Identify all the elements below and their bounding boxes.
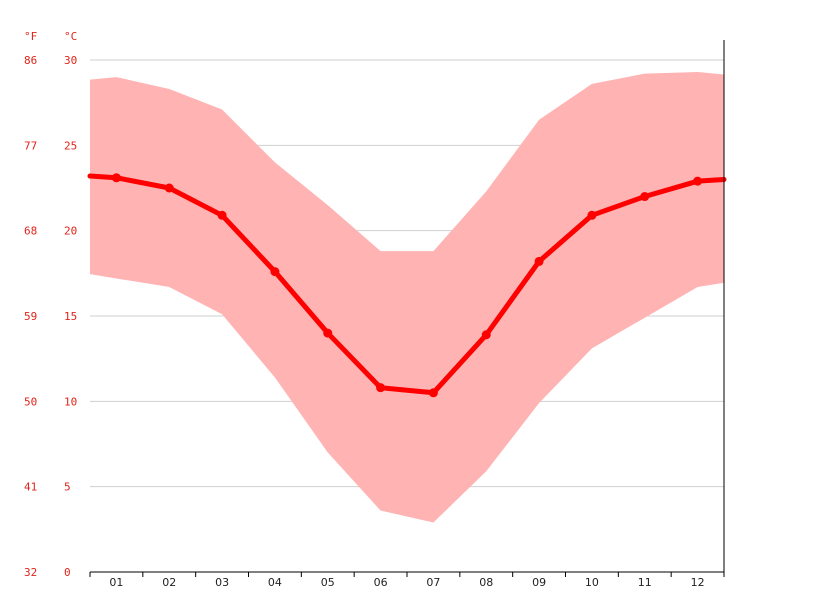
x-tick-label: 07 [426, 576, 440, 589]
x-tick-label: 04 [268, 576, 282, 589]
mean-point [376, 383, 386, 393]
mean-point [587, 210, 597, 220]
temperature-range-band [90, 71, 724, 523]
y-tick-label-celsius: 0 [64, 566, 71, 579]
mean-point [164, 183, 174, 193]
x-tick-label: 11 [638, 576, 652, 589]
x-axis-labels: 01 02 03 04 05 06 07 08 09 10 11 12 [109, 576, 704, 589]
mean-point [481, 330, 491, 340]
mean-point [693, 176, 703, 186]
mean-temperature-line [87, 173, 727, 396]
mean-point [323, 328, 333, 338]
x-tick-label: 12 [691, 576, 705, 589]
unit-fahrenheit-label: °F [24, 30, 37, 43]
y-tick-label-celsius: 30 [64, 54, 77, 67]
y-tick-label-fahrenheit: 68 [24, 225, 37, 238]
mean-point [428, 388, 438, 398]
x-tick-label: 03 [215, 576, 229, 589]
x-axis-ticks [89, 572, 725, 577]
x-tick-label: 05 [321, 576, 335, 589]
x-tick-label: 06 [374, 576, 388, 589]
x-tick-label: 01 [109, 576, 123, 589]
mean-points [111, 173, 703, 398]
mean-point [111, 173, 121, 183]
y-tick-label-celsius: 5 [64, 481, 71, 494]
y-tick-label-fahrenheit: 50 [24, 395, 37, 408]
mean-point [270, 267, 280, 277]
y-tick-label-fahrenheit: 59 [24, 310, 37, 323]
y-axis-labels: 32 0 41 5 50 10 59 15 68 20 77 25 86 30 [24, 54, 77, 579]
y-tick-label-celsius: 15 [64, 310, 77, 323]
y-tick-label-fahrenheit: 32 [24, 566, 37, 579]
x-tick-label: 08 [479, 576, 493, 589]
y-tick-label-celsius: 25 [64, 139, 77, 152]
x-tick-label: 09 [532, 576, 546, 589]
y-tick-label-celsius: 20 [64, 225, 77, 238]
x-tick-label: 02 [162, 576, 176, 589]
mean-point [534, 256, 544, 266]
y-tick-label-fahrenheit: 77 [24, 139, 37, 152]
y-tick-label-fahrenheit: 86 [24, 54, 37, 67]
unit-celsius-label: °C [64, 30, 77, 43]
x-tick-label: 10 [585, 576, 599, 589]
y-tick-label-fahrenheit: 41 [24, 481, 37, 494]
y-tick-label-celsius: 10 [64, 395, 77, 408]
mean-point [217, 210, 227, 220]
mean-point [640, 192, 650, 202]
